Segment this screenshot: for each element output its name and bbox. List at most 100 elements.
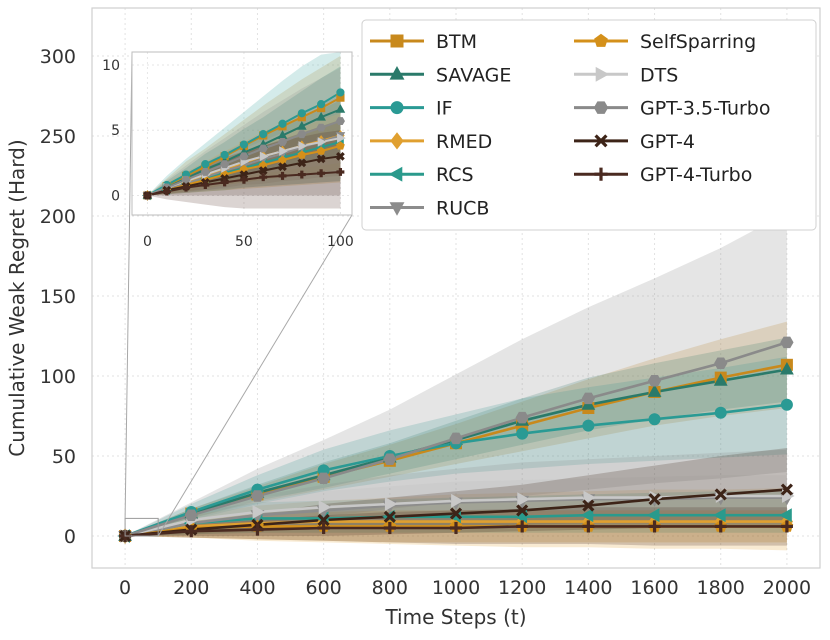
inset-y-tick-label: 5 bbox=[111, 123, 120, 139]
inset-marker-gpt-4 bbox=[239, 170, 249, 179]
x-tick-label: 1000 bbox=[432, 577, 480, 599]
inset-marker-selfsparring bbox=[336, 141, 345, 150]
y-tick-label: 150 bbox=[40, 286, 76, 308]
legend-item-gpt-3-5-turbo: GPT-3.5-Turbo bbox=[574, 98, 771, 120]
inset-marker-gpt-3-5-turbo bbox=[181, 175, 191, 184]
inset-marker-savage bbox=[335, 104, 346, 113]
legend-marker-gpt-4 bbox=[594, 134, 608, 148]
inset-marker-gpt-4 bbox=[278, 162, 287, 172]
inset-marker-gpt-4-turbo bbox=[336, 168, 345, 176]
marker-gpt-4-turbo bbox=[383, 521, 396, 535]
inset-marker-gpt-3-5-turbo bbox=[220, 160, 230, 169]
marker-dts bbox=[583, 490, 597, 505]
legend-marker-gpt-4-turbo bbox=[594, 167, 608, 181]
main-tick-labels: 0 200 400 600 800 1000 1200 1400 1600 1800 2000050… bbox=[40, 46, 811, 599]
marker-gpt-3-5-turbo bbox=[317, 472, 331, 485]
x-tick-label: 1600 bbox=[630, 577, 678, 599]
inset-y-tick-label: 10 bbox=[102, 58, 120, 74]
band-btm bbox=[125, 321, 787, 536]
marker-rcs bbox=[713, 508, 726, 523]
inset-marker-gpt-4 bbox=[336, 151, 345, 161]
marker-gpt-3-5-turbo bbox=[250, 490, 265, 502]
marker-if bbox=[516, 427, 529, 440]
marker-dts bbox=[517, 492, 530, 507]
marker-gpt-3-5-turbo bbox=[780, 336, 794, 349]
inset-marker-dts bbox=[298, 141, 308, 151]
marker-gpt-4-turbo bbox=[714, 520, 727, 533]
legend-marker-selfsparring bbox=[594, 33, 608, 47]
marker-gpt-3-5-turbo bbox=[714, 357, 728, 369]
legend-marker-if bbox=[390, 101, 404, 115]
inset-marker-gpt-4 bbox=[297, 158, 307, 168]
zoom-connector bbox=[124, 51, 133, 519]
marker-gpt-4 bbox=[780, 483, 793, 496]
marker-savage bbox=[780, 361, 794, 375]
legend-marker-dts bbox=[595, 66, 610, 82]
inset-marker-selfsparring bbox=[278, 155, 287, 164]
inset-marker-if bbox=[201, 160, 210, 169]
legend-marker-rcs bbox=[388, 166, 403, 182]
y-tick-label: 0 bbox=[64, 526, 76, 548]
marker-if bbox=[648, 413, 661, 426]
inset-marker-gpt-3-5-turbo bbox=[239, 152, 249, 161]
legend-box bbox=[361, 19, 817, 231]
inset-marker-gpt-4 bbox=[316, 154, 326, 164]
marker-gpt-4 bbox=[516, 504, 529, 517]
marker-gpt-4-turbo bbox=[317, 521, 330, 535]
chart-legend: BTM SAVAGE IF RMED RCS RUCB SelfSparring DTS GPT… bbox=[361, 19, 817, 231]
inset-marker-if bbox=[259, 130, 268, 139]
marker-gpt-3-5-turbo bbox=[449, 432, 463, 445]
zoom-region-box bbox=[124, 517, 159, 537]
marker-gpt-4-turbo bbox=[780, 520, 793, 533]
inset-marker-gpt-4-turbo bbox=[143, 191, 152, 200]
legend-marker-savage bbox=[389, 66, 405, 80]
inset-marker-dts bbox=[259, 151, 269, 162]
marker-gpt-4-turbo bbox=[251, 523, 264, 536]
inset-marker-gpt-4-turbo bbox=[278, 171, 287, 180]
inset-marker-if bbox=[336, 88, 345, 97]
inset-marker-savage bbox=[297, 120, 307, 130]
legend-label-gpt-4-turbo: GPT-4-Turbo bbox=[640, 164, 752, 186]
legend-item-rcs: RCS bbox=[370, 164, 474, 186]
marker-rcs bbox=[580, 508, 594, 523]
inset-y-tick-label: 0 bbox=[111, 188, 120, 204]
marker-dts bbox=[252, 505, 266, 519]
inset-marker-gpt-4-turbo bbox=[201, 181, 210, 189]
legend-label-rcs: RCS bbox=[436, 164, 474, 186]
legend-label-rucb: RUCB bbox=[436, 198, 489, 220]
y-axis-title: Cumulative Weak Regret (Hard) bbox=[5, 139, 29, 456]
inset-marker-gpt-4-turbo bbox=[182, 183, 190, 192]
legend-label-if: IF bbox=[436, 98, 453, 120]
x-tick-label: 1200 bbox=[498, 577, 546, 599]
legend-item-btm: BTM bbox=[370, 31, 477, 53]
marker-gpt-4 bbox=[648, 493, 661, 506]
inset-marker-gpt-4-turbo bbox=[239, 175, 248, 184]
x-tick-label: 800 bbox=[372, 577, 408, 599]
legend-label-selfsparring: SelfSparring bbox=[640, 31, 756, 53]
marker-dts bbox=[451, 493, 464, 508]
inset-marker-gpt-4-turbo bbox=[162, 187, 171, 196]
marker-gpt-4 bbox=[449, 507, 463, 520]
legend-item-savage: SAVAGE bbox=[370, 64, 511, 86]
marker-if bbox=[780, 398, 793, 411]
y-tick-label: 50 bbox=[52, 446, 76, 468]
marker-gpt-4 bbox=[317, 513, 330, 527]
inset-markers bbox=[142, 88, 346, 201]
marker-gpt-4-turbo bbox=[648, 520, 661, 533]
marker-if bbox=[714, 406, 727, 419]
marker-gpt-3-5-turbo bbox=[581, 392, 595, 405]
legend-item-rmed: RMED bbox=[370, 131, 492, 153]
inset-zoom-plot: 0 50 100 0 5 10 bbox=[102, 51, 354, 250]
inset-marker-if bbox=[239, 140, 249, 149]
marker-gpt-3-5-turbo bbox=[383, 453, 397, 465]
y-tick-label: 250 bbox=[40, 126, 76, 148]
inset-x-tick-label: 100 bbox=[327, 234, 354, 250]
inset-marker-savage bbox=[316, 111, 326, 121]
inset-band-savage bbox=[147, 66, 341, 196]
x-tick-label: 1400 bbox=[564, 577, 612, 599]
x-tick-label: 0 bbox=[119, 577, 131, 599]
inset-marker-gpt-4-turbo bbox=[259, 173, 268, 182]
inset-marker-gpt-4-turbo bbox=[317, 169, 326, 178]
marker-rcs bbox=[646, 508, 660, 523]
